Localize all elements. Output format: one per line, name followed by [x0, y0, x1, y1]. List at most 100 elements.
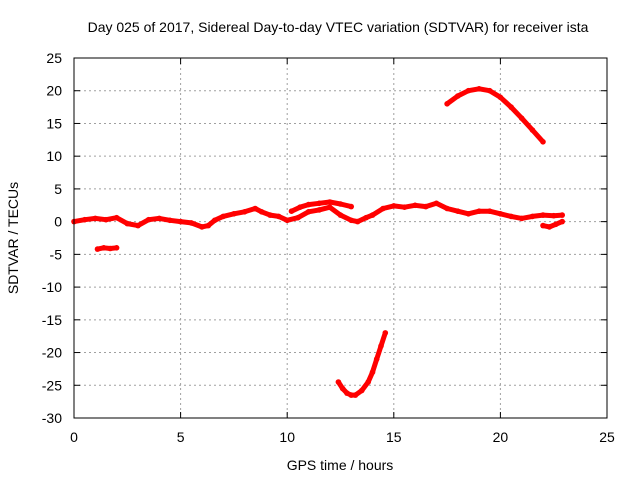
- data-point: [316, 207, 323, 213]
- data-point: [412, 202, 418, 209]
- plot-frame: [73, 57, 608, 419]
- y-tick-label: -15: [42, 312, 62, 328]
- data-point: [124, 220, 131, 227]
- data-point: [258, 209, 265, 215]
- y-tick-label: 20: [46, 83, 62, 99]
- y-tick-label: -25: [42, 377, 62, 393]
- data-point: [211, 217, 218, 224]
- y-tick-label: 10: [46, 148, 62, 164]
- data-point: [177, 218, 184, 225]
- data-point: [327, 199, 333, 205]
- data-point: [476, 208, 482, 214]
- data-point: [518, 215, 525, 222]
- data-point: [391, 203, 397, 209]
- data-point: [378, 343, 384, 349]
- data-point: [373, 356, 380, 362]
- data-point: [529, 213, 536, 220]
- data-point: [369, 369, 376, 376]
- y-tick-label: -30: [42, 410, 62, 426]
- data-point: [295, 214, 301, 221]
- data-point: [352, 392, 359, 398]
- data-point: [380, 205, 386, 212]
- series-line-4: [444, 86, 546, 145]
- data-point: [444, 205, 450, 212]
- x-tick-label: 25: [599, 429, 615, 445]
- y-tick-label: 25: [46, 50, 62, 66]
- data-point: [339, 385, 346, 392]
- data-point: [167, 217, 173, 224]
- data-point: [508, 104, 514, 110]
- data-point: [365, 379, 372, 385]
- y-tick-label: -5: [50, 246, 63, 262]
- data-point: [348, 217, 355, 224]
- data-marks: [71, 86, 565, 398]
- data-point: [465, 211, 472, 217]
- data-point: [275, 213, 282, 220]
- data-point: [205, 222, 212, 229]
- data-point: [423, 203, 429, 210]
- data-point: [359, 387, 365, 394]
- y-tick-label: 15: [46, 115, 62, 131]
- data-point: [81, 216, 88, 223]
- data-point: [550, 212, 557, 219]
- data-point: [433, 200, 440, 207]
- data-point: [288, 208, 295, 214]
- data-point: [101, 245, 107, 251]
- grid: [74, 58, 607, 418]
- data-point: [107, 245, 113, 252]
- data-point: [103, 216, 109, 223]
- data-point: [348, 203, 355, 210]
- y-tick-label: 5: [54, 181, 62, 197]
- data-point: [444, 101, 450, 107]
- chart-title: Day 025 of 2017, Sidereal Day-to-day VTE…: [88, 19, 589, 35]
- data-point: [363, 214, 369, 221]
- data-point: [559, 218, 565, 225]
- data-point: [486, 208, 493, 214]
- data-point: [497, 94, 504, 101]
- axis-ticks: 0 5 10 15 20 25 -30 -25 -20 -15 -10 -5 0 5 10 15 20 25: [42, 50, 615, 445]
- data-point: [135, 222, 141, 229]
- data-point: [94, 246, 101, 252]
- data-point: [316, 200, 323, 207]
- data-point: [220, 213, 226, 220]
- y-tick-label: -10: [42, 279, 62, 295]
- data-point: [335, 379, 342, 385]
- data-point: [344, 390, 350, 396]
- data-point: [382, 330, 389, 336]
- data-point: [252, 205, 258, 212]
- data-point: [508, 213, 514, 220]
- y-tick-label: 0: [54, 214, 62, 230]
- x-tick-label: 10: [279, 429, 295, 445]
- data-point: [92, 215, 99, 222]
- data-point: [297, 204, 303, 210]
- data-point: [284, 217, 291, 224]
- data-point: [518, 115, 525, 121]
- x-tick-label: 0: [70, 429, 78, 445]
- data-point: [113, 214, 120, 221]
- data-point: [337, 212, 344, 218]
- data-point: [486, 87, 493, 94]
- data-point: [348, 392, 355, 398]
- data-point: [267, 212, 273, 218]
- data-point: [455, 208, 461, 214]
- data-point: [540, 212, 546, 218]
- data-point: [145, 216, 152, 223]
- data-point: [305, 209, 312, 215]
- x-tick-label: 5: [177, 429, 185, 445]
- data-point: [337, 201, 344, 207]
- data-point: [546, 224, 553, 230]
- data-point: [529, 127, 536, 133]
- y-axis-label: SDTVAR / TECUs: [5, 182, 21, 294]
- data-point: [559, 212, 565, 218]
- data-point: [497, 211, 504, 217]
- data-point: [553, 221, 559, 228]
- data-point: [401, 204, 408, 210]
- data-point: [327, 204, 333, 210]
- series-line-0: [71, 200, 565, 230]
- x-tick-label: 20: [493, 429, 509, 445]
- data-point: [241, 209, 248, 215]
- data-point: [231, 211, 237, 217]
- data-point: [455, 93, 461, 99]
- y-tick-label: -20: [42, 345, 62, 361]
